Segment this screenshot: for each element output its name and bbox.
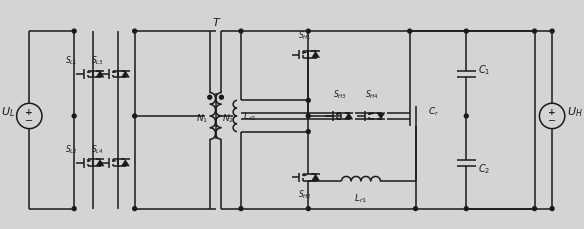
Circle shape [413,207,418,211]
Circle shape [533,207,537,211]
Circle shape [464,30,468,34]
Polygon shape [113,160,117,162]
Circle shape [307,207,310,211]
Polygon shape [345,113,353,120]
Circle shape [307,130,310,134]
Text: $L_{r1}$: $L_{r1}$ [354,191,367,204]
Text: $C_1$: $C_1$ [478,63,491,77]
Text: $S_{H1}$: $S_{H1}$ [297,29,311,42]
Text: $L_{r2}$: $L_{r2}$ [243,110,256,123]
Circle shape [208,96,212,100]
Text: $S_{L1}$: $S_{L1}$ [65,55,78,67]
Polygon shape [88,71,92,74]
Circle shape [464,207,468,211]
Text: +: + [548,108,556,117]
Text: $N_2$: $N_2$ [223,112,235,125]
Polygon shape [121,71,130,78]
Polygon shape [88,160,92,162]
Polygon shape [311,52,319,59]
Circle shape [533,30,537,34]
Text: $S_{L4}$: $S_{L4}$ [91,143,103,155]
Polygon shape [311,174,319,181]
Polygon shape [336,113,340,115]
Polygon shape [121,160,130,166]
Text: $C_2$: $C_2$ [478,161,491,175]
Circle shape [239,30,243,34]
Text: −: − [25,116,33,126]
Text: $S_{L2}$: $S_{L2}$ [65,143,78,155]
Text: $S_{H3}$: $S_{H3}$ [333,88,346,101]
Circle shape [133,207,137,211]
Circle shape [133,114,137,118]
Circle shape [550,207,554,211]
Text: $U_L$: $U_L$ [1,105,15,118]
Text: $N_1$: $N_1$ [196,112,208,125]
Text: $S_{H2}$: $S_{H2}$ [297,187,311,200]
Polygon shape [96,71,104,78]
Circle shape [307,30,310,34]
Text: $U_H$: $U_H$ [566,105,582,118]
Circle shape [72,207,76,211]
Text: $S_{L3}$: $S_{L3}$ [91,55,103,67]
Circle shape [408,30,412,34]
Polygon shape [303,174,307,177]
Circle shape [550,30,554,34]
Text: T: T [212,18,219,28]
Circle shape [220,96,224,100]
Text: $S_{H4}$: $S_{H4}$ [365,88,379,101]
Circle shape [307,99,310,103]
Polygon shape [113,71,117,74]
Polygon shape [96,160,104,166]
Circle shape [72,114,76,118]
Circle shape [464,114,468,118]
Circle shape [72,30,76,34]
Text: +: + [26,108,33,117]
Polygon shape [303,52,307,54]
Circle shape [133,30,137,34]
Text: −: − [548,116,556,126]
Polygon shape [377,113,385,120]
Polygon shape [369,113,373,115]
Text: $C_r$: $C_r$ [428,105,440,118]
Circle shape [239,207,243,211]
Circle shape [307,114,310,118]
